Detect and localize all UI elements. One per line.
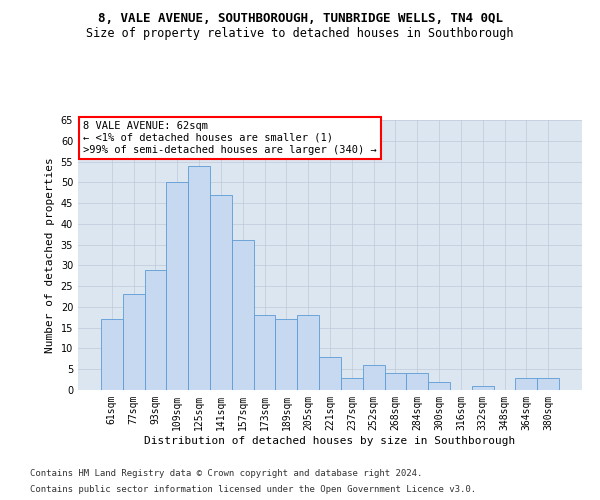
Bar <box>123 294 145 390</box>
Bar <box>428 382 450 390</box>
X-axis label: Distribution of detached houses by size in Southborough: Distribution of detached houses by size … <box>145 436 515 446</box>
Text: 8 VALE AVENUE: 62sqm
← <1% of detached houses are smaller (1)
>99% of semi-detac: 8 VALE AVENUE: 62sqm ← <1% of detached h… <box>83 122 377 154</box>
Bar <box>188 166 210 390</box>
Y-axis label: Number of detached properties: Number of detached properties <box>45 157 55 353</box>
Bar <box>515 378 537 390</box>
Bar <box>341 378 363 390</box>
Bar <box>166 182 188 390</box>
Bar <box>101 320 123 390</box>
Text: Contains public sector information licensed under the Open Government Licence v3: Contains public sector information licen… <box>30 485 476 494</box>
Bar <box>210 195 232 390</box>
Bar <box>232 240 254 390</box>
Bar <box>472 386 494 390</box>
Text: Size of property relative to detached houses in Southborough: Size of property relative to detached ho… <box>86 28 514 40</box>
Bar <box>254 315 275 390</box>
Bar <box>537 378 559 390</box>
Bar <box>297 315 319 390</box>
Bar <box>319 357 341 390</box>
Bar <box>406 374 428 390</box>
Text: 8, VALE AVENUE, SOUTHBOROUGH, TUNBRIDGE WELLS, TN4 0QL: 8, VALE AVENUE, SOUTHBOROUGH, TUNBRIDGE … <box>97 12 503 26</box>
Bar <box>275 320 297 390</box>
Bar <box>145 270 166 390</box>
Text: Contains HM Land Registry data © Crown copyright and database right 2024.: Contains HM Land Registry data © Crown c… <box>30 468 422 477</box>
Bar <box>385 374 406 390</box>
Bar <box>363 365 385 390</box>
